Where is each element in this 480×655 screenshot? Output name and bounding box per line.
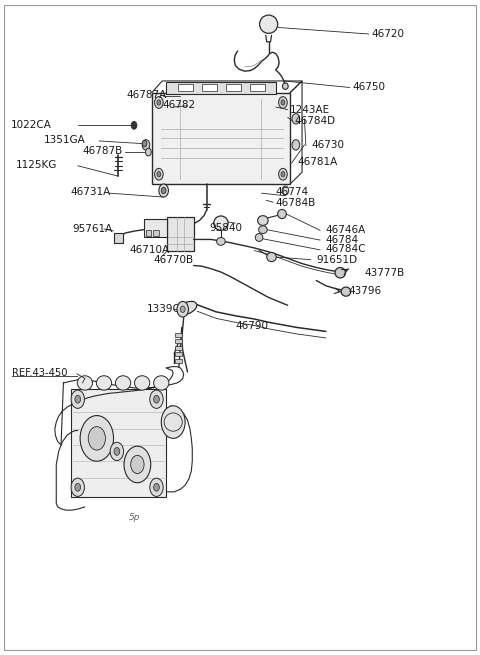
Bar <box>153 231 159 236</box>
Ellipse shape <box>96 376 112 390</box>
Ellipse shape <box>259 226 267 234</box>
Text: 46731A: 46731A <box>71 187 111 198</box>
Text: 1351GA: 1351GA <box>43 136 85 145</box>
Text: 46784D: 46784D <box>295 117 336 126</box>
Text: REF.43-450: REF.43-450 <box>12 367 67 377</box>
Circle shape <box>142 140 147 147</box>
Circle shape <box>281 100 285 105</box>
Text: 46784B: 46784B <box>276 198 316 208</box>
Circle shape <box>154 396 159 403</box>
Bar <box>71 390 166 497</box>
Circle shape <box>155 97 163 108</box>
Circle shape <box>155 168 163 180</box>
Text: 1022CA: 1022CA <box>11 120 52 130</box>
Bar <box>145 231 151 236</box>
Bar <box>166 83 276 94</box>
Text: 46746A: 46746A <box>326 225 366 235</box>
Circle shape <box>177 301 189 317</box>
Ellipse shape <box>335 267 346 278</box>
Ellipse shape <box>278 210 286 219</box>
Text: 43796: 43796 <box>349 286 382 296</box>
Circle shape <box>142 140 150 150</box>
Bar <box>175 346 182 350</box>
Circle shape <box>159 184 168 197</box>
Text: 46720: 46720 <box>371 29 404 39</box>
Circle shape <box>150 478 163 496</box>
Ellipse shape <box>255 234 263 242</box>
Bar <box>175 359 182 363</box>
Ellipse shape <box>216 238 225 246</box>
Text: 46781A: 46781A <box>297 157 337 168</box>
Text: 46784: 46784 <box>326 235 359 245</box>
Ellipse shape <box>134 376 150 390</box>
Text: 1339CD: 1339CD <box>147 304 189 314</box>
Text: 46730: 46730 <box>312 140 345 150</box>
Circle shape <box>71 478 84 496</box>
Circle shape <box>80 415 114 461</box>
Circle shape <box>145 148 151 156</box>
Text: 46750: 46750 <box>352 83 385 92</box>
Circle shape <box>161 187 166 194</box>
Bar <box>175 339 182 343</box>
Circle shape <box>161 405 185 438</box>
Text: 46790: 46790 <box>235 320 268 331</box>
Ellipse shape <box>116 376 131 390</box>
Text: 46782: 46782 <box>163 100 196 110</box>
Bar <box>175 333 182 337</box>
Circle shape <box>110 442 123 460</box>
Bar <box>114 233 123 243</box>
Ellipse shape <box>267 252 276 261</box>
Circle shape <box>279 168 287 180</box>
Text: 1125KG: 1125KG <box>16 160 57 170</box>
Bar <box>144 219 167 238</box>
Circle shape <box>71 390 84 408</box>
Ellipse shape <box>260 15 278 33</box>
Ellipse shape <box>258 215 268 225</box>
Text: 95761A: 95761A <box>72 224 112 234</box>
Text: 43777B: 43777B <box>364 269 404 278</box>
Text: 46710A: 46710A <box>129 245 169 255</box>
Text: 46770B: 46770B <box>153 255 193 265</box>
Ellipse shape <box>178 301 197 314</box>
Circle shape <box>157 172 161 177</box>
Circle shape <box>88 426 106 450</box>
Ellipse shape <box>154 376 169 390</box>
Circle shape <box>281 172 285 177</box>
Circle shape <box>279 97 287 108</box>
Circle shape <box>292 140 300 150</box>
Ellipse shape <box>214 216 228 231</box>
Text: 46774: 46774 <box>276 187 309 198</box>
Bar <box>178 84 193 91</box>
Circle shape <box>131 121 137 129</box>
Bar <box>202 84 217 91</box>
Circle shape <box>157 100 161 105</box>
Circle shape <box>131 455 144 474</box>
Circle shape <box>75 396 81 403</box>
Bar <box>226 84 241 91</box>
Text: 46787A: 46787A <box>126 90 167 100</box>
Ellipse shape <box>77 376 93 390</box>
Circle shape <box>292 113 300 124</box>
Circle shape <box>75 483 81 491</box>
Text: 46787B: 46787B <box>83 147 123 157</box>
Bar <box>250 84 265 91</box>
Circle shape <box>180 306 185 312</box>
Circle shape <box>150 390 163 408</box>
Text: 1243AE: 1243AE <box>290 105 330 115</box>
Text: 95840: 95840 <box>209 223 242 233</box>
Bar <box>168 217 194 251</box>
Circle shape <box>282 186 288 195</box>
Text: 91651D: 91651D <box>316 255 358 265</box>
Circle shape <box>114 447 120 455</box>
Text: 5p: 5p <box>129 514 141 523</box>
Circle shape <box>124 446 151 483</box>
Circle shape <box>154 483 159 491</box>
Text: 46784C: 46784C <box>326 244 366 254</box>
Bar <box>152 93 290 184</box>
Bar <box>175 352 182 356</box>
Ellipse shape <box>341 287 351 296</box>
Ellipse shape <box>282 83 288 90</box>
